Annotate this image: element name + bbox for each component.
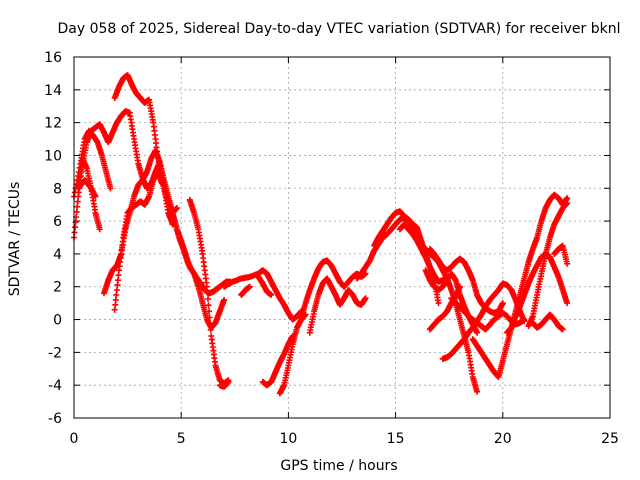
series-sat-q	[306, 275, 369, 336]
data-point	[474, 388, 481, 395]
series-sat-f	[111, 168, 165, 313]
plot-frame	[73, 56, 611, 419]
data-point	[173, 205, 180, 211]
data-marks	[71, 72, 571, 397]
data-point	[204, 289, 211, 296]
x-tick-label: 25	[601, 431, 619, 447]
data-point	[206, 308, 213, 315]
series-sat-h	[169, 205, 180, 216]
data-point	[221, 296, 228, 303]
series-sat-o	[276, 311, 309, 397]
data-point	[107, 185, 114, 192]
data-point	[74, 203, 81, 210]
y-axis-label: SDTVAR / TECUs	[7, 182, 23, 297]
x-tick-label: 10	[279, 431, 297, 447]
data-point	[203, 283, 210, 290]
y-tick-label: -4	[48, 378, 62, 394]
data-point	[521, 316, 528, 323]
series-sat-p	[298, 257, 369, 321]
data-point	[206, 314, 213, 321]
x-tick-label: 0	[70, 431, 79, 447]
data-point	[92, 193, 99, 200]
data-point	[72, 224, 79, 231]
data-point	[268, 291, 275, 298]
data-point	[74, 198, 81, 205]
y-tick-label: 10	[44, 148, 62, 164]
series-sat-i	[186, 196, 232, 387]
x-tick-label: 20	[494, 431, 512, 447]
data-point	[435, 300, 442, 307]
data-point	[96, 226, 103, 233]
series-sat-j	[216, 378, 232, 390]
data-point	[205, 296, 211, 302]
y-tick-label: -6	[48, 411, 62, 427]
series-sat-ac	[529, 311, 566, 333]
series-sat-c	[71, 127, 114, 200]
data-point	[207, 326, 214, 333]
data-point	[73, 208, 80, 215]
series-sat-z	[469, 191, 571, 380]
data-point	[456, 283, 463, 290]
series-sat-y	[448, 295, 528, 333]
data-point	[499, 300, 506, 307]
series-sat-g	[111, 72, 234, 297]
y-tick-label: 12	[44, 116, 62, 132]
y-tick-label: -2	[48, 345, 62, 361]
x-tick-label: 15	[387, 431, 405, 447]
y-tick-label: 8	[53, 181, 62, 197]
y-tick-label: 16	[44, 50, 62, 66]
series-sat-t	[396, 221, 451, 285]
data-point	[564, 200, 571, 206]
series-sat-n	[259, 333, 296, 389]
chart-title: Day 058 of 2025, Sidereal Day-to-day VTE…	[58, 21, 621, 37]
data-point	[225, 378, 232, 385]
y-tick-label: 14	[44, 83, 62, 99]
data-point	[474, 329, 481, 336]
data-point	[559, 326, 566, 333]
x-tick-label: 5	[177, 431, 186, 447]
grid-lines	[74, 57, 610, 418]
data-point	[564, 260, 571, 267]
series-sat-l	[238, 283, 253, 298]
series-sat-ad	[551, 242, 571, 267]
series-sat-k	[221, 267, 305, 323]
series-sat-e	[101, 147, 228, 331]
data-point	[207, 320, 214, 327]
series-sat-ab	[525, 200, 571, 330]
data-point	[564, 300, 571, 307]
x-axis-label: GPS time / hours	[280, 458, 397, 474]
y-tick-label: 0	[53, 313, 62, 329]
y-tick-label: 6	[53, 214, 62, 230]
y-tick-label: 4	[53, 247, 62, 263]
series-sat-d	[75, 177, 99, 200]
data-point	[205, 302, 212, 309]
y-tick-label: 2	[53, 280, 62, 296]
series-sat-m	[255, 273, 275, 298]
data-point	[246, 283, 253, 290]
axis-ticks: 0 5 10 15 20 25 -6 -4 -2 0 2 4 6 8 10 12 14 16	[44, 50, 619, 447]
data-point	[362, 295, 369, 302]
